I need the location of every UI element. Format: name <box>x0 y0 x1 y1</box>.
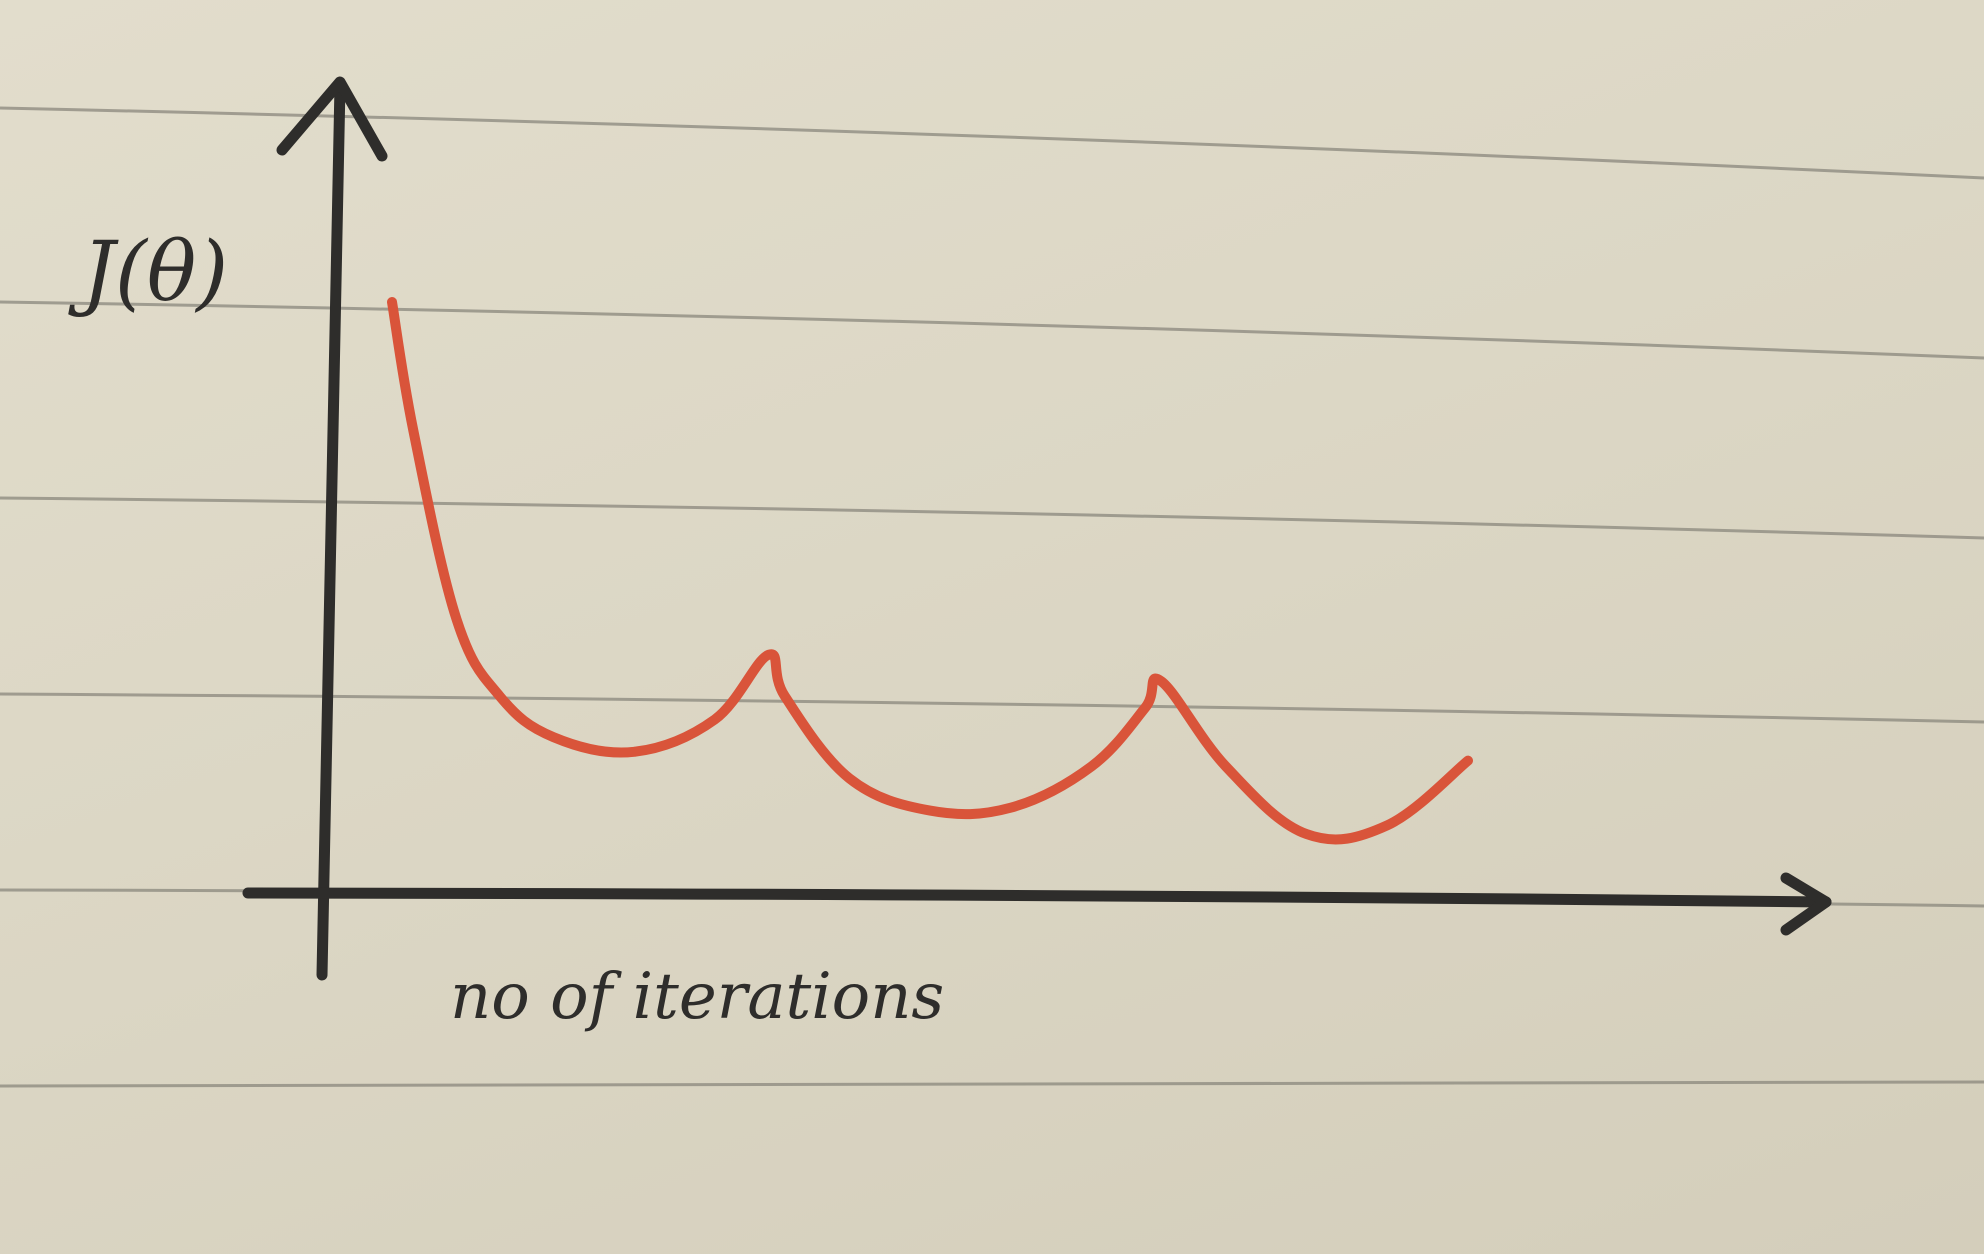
x-axis <box>242 887 1832 908</box>
y-axis <box>316 79 346 981</box>
y-axis-arrowhead <box>276 76 388 162</box>
ruled-line <box>0 300 1984 360</box>
ruled-line <box>0 692 1984 724</box>
ruled-line <box>0 106 1984 180</box>
notebook-ruled-lines <box>0 106 1984 1088</box>
ruled-line <box>0 496 1984 540</box>
y-axis-label: J(θ) <box>68 225 228 320</box>
x-axis-label: no of iterations <box>450 960 944 1034</box>
chart-axes <box>242 76 1832 981</box>
x-axis-arrowhead <box>1780 872 1832 936</box>
ruled-line <box>0 1080 1984 1088</box>
series-line-cost <box>387 297 1473 845</box>
